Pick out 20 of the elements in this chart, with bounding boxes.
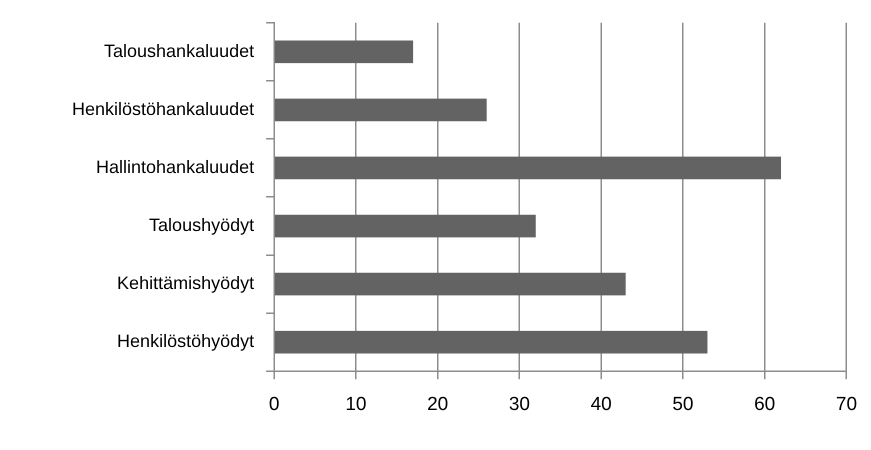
y-tick-label: Henkilöstöhyödyt [117, 331, 254, 352]
bar [274, 98, 487, 122]
bar [274, 156, 782, 180]
bar [274, 40, 414, 64]
y-tick-label: Taloushyödyt [149, 215, 254, 235]
y-tick-label: Kehittämishyödyt [117, 273, 254, 294]
x-tick-label: 70 [836, 394, 858, 415]
x-tick-label: 40 [590, 394, 612, 415]
x-tick-label: 60 [754, 394, 776, 415]
y-tick-label: Hallintohankaluudet [96, 156, 254, 177]
y-tick-label: Henkilöstöhankaluudet [72, 98, 254, 119]
x-tick-label: 30 [508, 394, 530, 415]
bar [274, 214, 536, 238]
bar [274, 272, 626, 296]
x-tick-label: 50 [672, 394, 694, 415]
x-tick-label: 20 [427, 394, 448, 415]
bar [274, 330, 708, 354]
x-tick-label: 10 [345, 394, 366, 415]
y-tick-label: Taloushankaluudet [104, 40, 254, 61]
x-tick-label: 0 [268, 394, 280, 415]
